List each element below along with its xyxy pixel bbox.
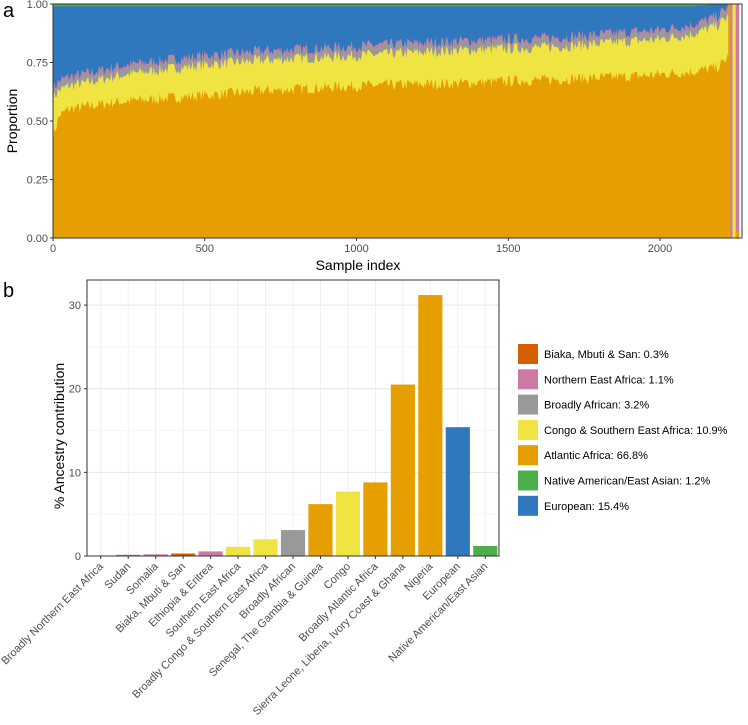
panel-a-ylabel: Proportion bbox=[4, 89, 20, 154]
legend-label-3: Broadly African: 3.2% bbox=[544, 400, 649, 412]
bar-3 bbox=[143, 554, 168, 556]
panel-a-ytick-label: 0.00 bbox=[27, 233, 48, 245]
panel-a-ytick-label: 1.00 bbox=[27, 0, 48, 11]
legend-swatch-1 bbox=[518, 344, 538, 364]
panel-b-ytick-label: 0 bbox=[75, 551, 81, 563]
panel-a-plot: 0.00 0.25 0.50 0.75 1.00 0 500 1000 1500 2000 bbox=[27, 0, 743, 255]
bar-7 bbox=[253, 539, 278, 556]
panel-a-xlabel: Sample index bbox=[316, 257, 401, 273]
legend-swatch-5 bbox=[518, 445, 538, 466]
tail-block-2-nea bbox=[730, 4, 733, 238]
panel-b-legend: Biaka, Mbuti & San: 0.3% Northern East Af… bbox=[518, 344, 728, 516]
legend-label-6: Native American/East Asian: 1.2% bbox=[544, 476, 711, 488]
legend-swatch-3 bbox=[518, 394, 538, 415]
legend-label-2: Northern East Africa: 1.1% bbox=[544, 374, 674, 386]
legend-label-4: Congo & Southern East Africa: 10.9% bbox=[544, 425, 728, 437]
bar-10 bbox=[335, 491, 361, 556]
bar-12 bbox=[390, 384, 415, 556]
panel-b-xtick-label: Broadly Northern East Africa bbox=[0, 560, 106, 667]
panel-a-ytick-label: 0.50 bbox=[27, 116, 48, 128]
legend-label-5: Atlantic Africa: 66.8% bbox=[544, 450, 648, 462]
bar-6 bbox=[225, 546, 251, 556]
panel-a-xtick-label: 0 bbox=[50, 243, 56, 255]
legend-label-7: European: 15.4% bbox=[544, 501, 629, 513]
area-atlantic bbox=[53, 52, 729, 239]
panel-a-xtick-label: 1000 bbox=[344, 243, 368, 255]
panel-a-xtick-label: 1500 bbox=[496, 243, 520, 255]
tail-block-4-atlantic-base bbox=[735, 230, 740, 238]
panel-a-xtick-label: 2000 bbox=[648, 243, 672, 255]
bar-14 bbox=[445, 427, 470, 556]
legend-swatch-6 bbox=[518, 470, 538, 491]
panel-a-ytick-label: 0.75 bbox=[27, 58, 48, 70]
panel-b-ylabel: % Ancestry contribution bbox=[51, 363, 67, 509]
bar-13 bbox=[418, 295, 443, 556]
tail-block-4-nea bbox=[735, 4, 740, 238]
bar-9 bbox=[308, 504, 333, 556]
panel-letter-a: a bbox=[3, 0, 15, 22]
bar-15 bbox=[473, 545, 498, 556]
tail-block-3-congo bbox=[732, 4, 736, 238]
legend-label-1: Biaka, Mbuti & San: 0.3% bbox=[544, 349, 669, 361]
legend-swatch-4 bbox=[518, 419, 538, 440]
bar-11 bbox=[363, 482, 388, 556]
bar-2 bbox=[116, 554, 141, 556]
panel-letter-b: b bbox=[3, 280, 14, 302]
panel-b-ytick-label: 30 bbox=[69, 300, 81, 312]
tail-block-1-atlantic bbox=[728, 4, 731, 238]
bar-4 bbox=[171, 553, 196, 556]
bar-5 bbox=[198, 551, 223, 556]
panel-b-ytick-label: 10 bbox=[69, 467, 81, 479]
bar-8 bbox=[280, 530, 306, 556]
legend-swatch-2 bbox=[518, 369, 538, 390]
panel-a-ytick-label: 0.25 bbox=[27, 175, 48, 187]
panel-b-ytick-label: 20 bbox=[69, 384, 81, 396]
panel-a-xtick-label: 500 bbox=[196, 243, 214, 255]
legend-swatch-7 bbox=[518, 495, 538, 516]
